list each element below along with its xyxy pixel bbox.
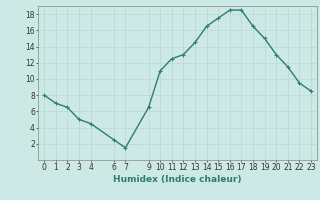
X-axis label: Humidex (Indice chaleur): Humidex (Indice chaleur) [113,175,242,184]
